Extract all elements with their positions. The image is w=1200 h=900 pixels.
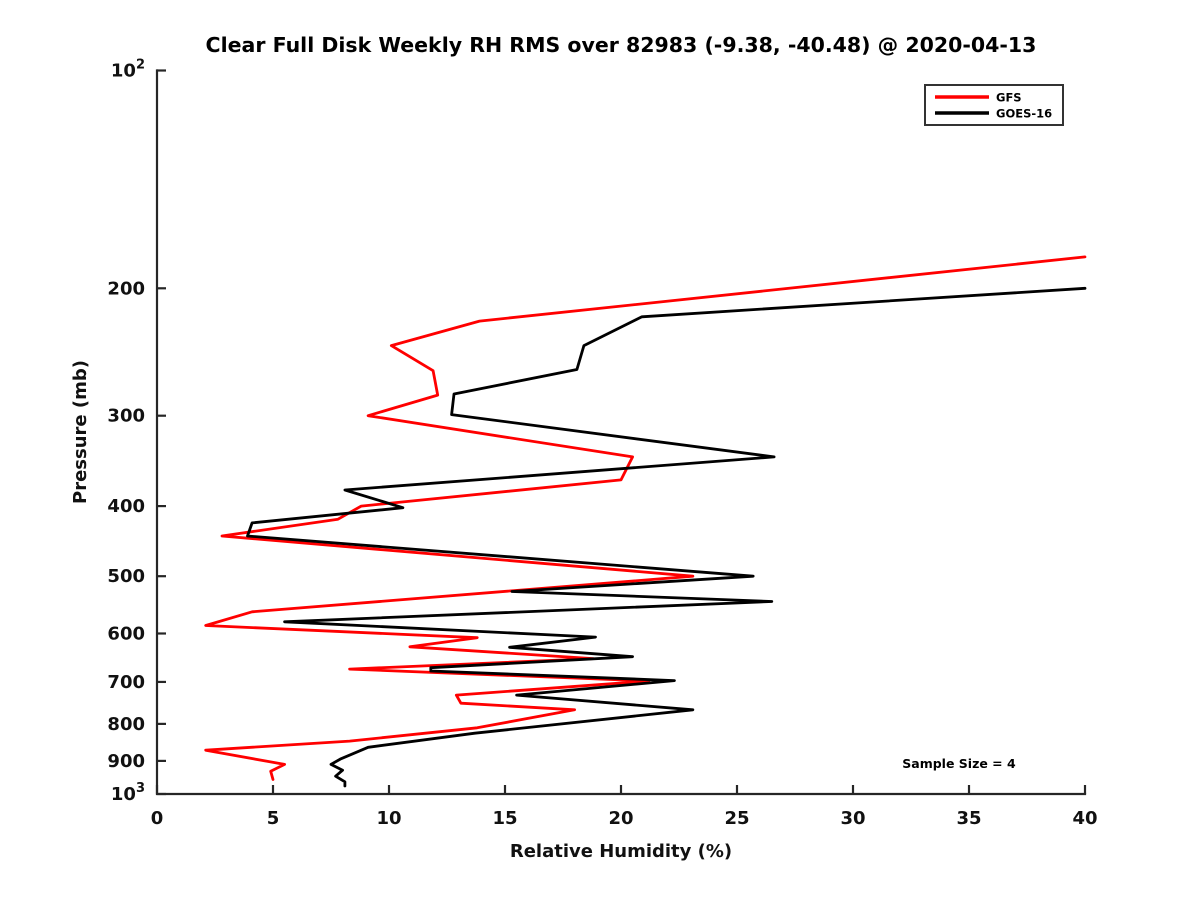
x-tick-label: 15 <box>492 808 517 829</box>
x-tick-label: 20 <box>608 808 633 829</box>
x-axis-label: Relative Humidity (%) <box>510 841 732 862</box>
y-tick-label: 700 <box>107 672 145 693</box>
sample-size-annotation: Sample Size = 4 <box>902 756 1016 771</box>
x-tick-label: 10 <box>376 808 401 829</box>
y-tick-label: 800 <box>107 714 145 735</box>
y-tick-label: 103 <box>111 781 145 805</box>
y-tick-label: 400 <box>107 496 145 517</box>
y-tick-label: 900 <box>107 751 145 772</box>
y-axis-label: Pressure (mb) <box>70 360 91 504</box>
x-tick-label: 40 <box>1072 808 1097 829</box>
y-tick-label: 200 <box>107 278 145 299</box>
y-tick-label: 300 <box>107 406 145 427</box>
series-line-goes-16 <box>246 286 1087 788</box>
y-tick-label: 102 <box>111 58 145 82</box>
legend-label-goes-16: GOES-16 <box>996 107 1052 121</box>
x-tick-label: 0 <box>151 808 164 829</box>
x-axis-ticks: 0 5 10 15 20 25 30 35 40 <box>151 785 1098 829</box>
x-tick-label: 30 <box>840 808 865 829</box>
legend-box: GFS GOES-16 <box>924 84 1064 126</box>
series-line-gfs <box>204 255 1087 781</box>
legend-label-gfs: GFS <box>996 91 1022 105</box>
chart-title: Clear Full Disk Weekly RH RMS over 82983… <box>206 33 1037 57</box>
x-tick-label: 35 <box>956 808 981 829</box>
legend-border <box>924 84 1064 126</box>
x-tick-label: 25 <box>724 808 749 829</box>
x-tick-label: 5 <box>267 808 280 829</box>
y-axis-ticks: 102 200 300 400 500 600 700 800 900 103 <box>107 58 166 805</box>
data-series-lines <box>204 255 1087 788</box>
y-tick-label: 600 <box>107 623 145 644</box>
y-tick-label: 500 <box>107 566 145 587</box>
